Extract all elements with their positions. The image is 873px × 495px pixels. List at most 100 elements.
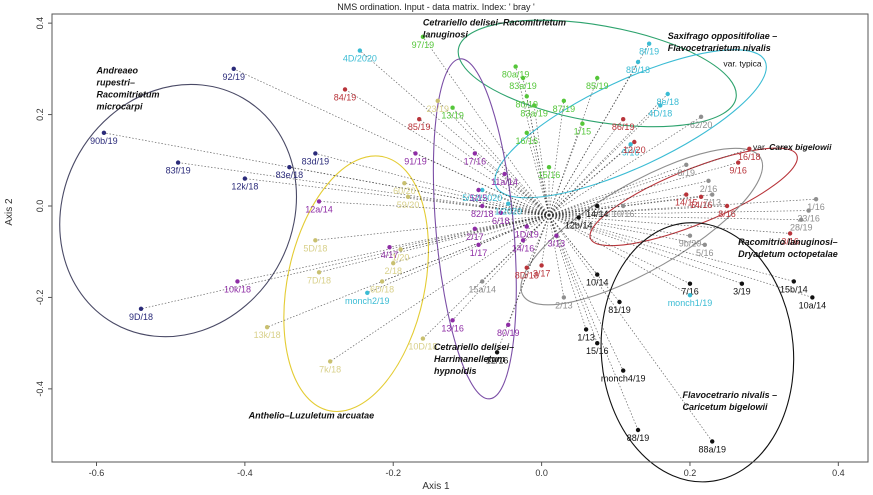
point-label: 9b/20 (679, 239, 702, 249)
spider-line (548, 214, 791, 234)
data-point (480, 187, 485, 193)
spider-line (315, 214, 550, 241)
data-point (747, 146, 752, 152)
data-point (342, 87, 348, 92)
point-label: monch4/19 (601, 374, 646, 384)
point-label: 2/16 (700, 184, 718, 194)
data-point (235, 279, 240, 284)
point-label: 14/15 (675, 198, 698, 208)
spider-line (548, 180, 709, 216)
data-point (617, 299, 622, 305)
point-label: 80a/19 (502, 70, 530, 80)
point-label: 6/18 (492, 216, 510, 226)
data-point (450, 318, 455, 323)
spider-line (329, 214, 550, 362)
spider-line (393, 214, 550, 264)
point-label: 2/18 (384, 266, 402, 276)
point-label: 10a/14 (799, 300, 827, 310)
data-point (632, 139, 637, 145)
data-point (791, 279, 797, 284)
point-label: monch1/19 (668, 298, 713, 308)
spider-line (418, 118, 550, 216)
point-label: 5D/18 (303, 243, 327, 253)
point-label: 5/15 (470, 193, 488, 203)
point-label: 12k/18 (231, 182, 258, 192)
data-point (561, 295, 567, 300)
data-point (646, 41, 652, 46)
group-annotation: Cetrariello delisei–Racomitrietum lanugin… (423, 17, 566, 39)
point-label: 28/19 (790, 223, 813, 233)
data-point (806, 208, 811, 213)
chart-title: NMS ordination. Input - data matrix. Ind… (337, 2, 535, 12)
point-label: 8/16 (718, 209, 736, 219)
data-point (506, 201, 511, 206)
spider-line (244, 178, 550, 216)
point-label: 1/20 (392, 252, 410, 262)
spider-line (549, 214, 802, 221)
data-point (698, 114, 704, 120)
data-point (621, 116, 626, 122)
group-annotations: Andreaeo rupestri– Racomitrietum microcarpi… (96, 17, 838, 420)
y-tick-label: -0.4 (35, 381, 45, 397)
data-point (520, 238, 526, 243)
point-label: 7/16 (681, 287, 699, 297)
data-point (420, 336, 426, 341)
spider-line (548, 118, 624, 216)
spider-line (548, 214, 691, 296)
point-label: 86/19 (612, 122, 635, 132)
data-point (476, 187, 481, 193)
spider-line (474, 153, 550, 216)
spider-line (103, 132, 550, 216)
point-label: 6D/18 (370, 284, 394, 294)
data-point (379, 279, 385, 284)
point-label: 10k/18 (224, 284, 251, 294)
data-points: 92/19 90b/19 83f/19 12k/18 83e/18 83d/19 9D/18… (90, 34, 827, 454)
point-label: 83a/19 (509, 81, 537, 91)
data-point (658, 103, 663, 108)
point-label: 85/19 (586, 81, 609, 91)
spider-line (359, 50, 550, 216)
group-ellipse (520, 147, 764, 306)
data-point (583, 327, 589, 332)
spider-line (237, 214, 550, 282)
point-label: 2/13 (555, 300, 573, 310)
spider-line (548, 141, 635, 216)
spider-line (548, 215, 557, 236)
point-label: 7D/18 (307, 275, 331, 285)
point-label: 59/20 (397, 200, 420, 210)
data-point (175, 160, 181, 165)
spider-line (526, 215, 550, 268)
point-label: 3/19 (733, 287, 751, 297)
data-point (702, 242, 707, 248)
spider-line (548, 215, 587, 330)
data-point (684, 192, 689, 197)
group-annotation: Cetrariello delisei– Harrimanelletum hypno… (434, 342, 514, 376)
x-tick-label: 0.4 (832, 468, 845, 478)
point-label: 7k/18 (319, 364, 341, 374)
data-point (287, 164, 292, 170)
spider-line (526, 132, 550, 216)
spider-line (548, 214, 691, 237)
x-tick-label: -0.6 (89, 468, 105, 478)
spider-line (452, 214, 550, 321)
spider-line (408, 196, 550, 216)
spider-line (549, 210, 809, 216)
spider-line (400, 214, 550, 250)
point-label: 1/17 (470, 248, 488, 258)
spider-line (548, 214, 794, 282)
point-label: 12/16 (486, 355, 509, 365)
spider-line (508, 203, 550, 216)
data-point (710, 439, 715, 444)
point-label: 13/19 (441, 111, 464, 121)
point-label: 3/16 (781, 236, 799, 246)
group-ellipse (600, 222, 795, 483)
point-label: 9D/18 (129, 312, 153, 322)
x-tick-label: -0.2 (385, 468, 401, 478)
spider-line (548, 148, 750, 216)
point-label: 85/19 (408, 122, 431, 132)
data-point (520, 75, 526, 81)
data-point (391, 260, 396, 266)
group-ellipse (457, 19, 737, 128)
spider-line (515, 66, 550, 216)
data-point (480, 279, 485, 284)
